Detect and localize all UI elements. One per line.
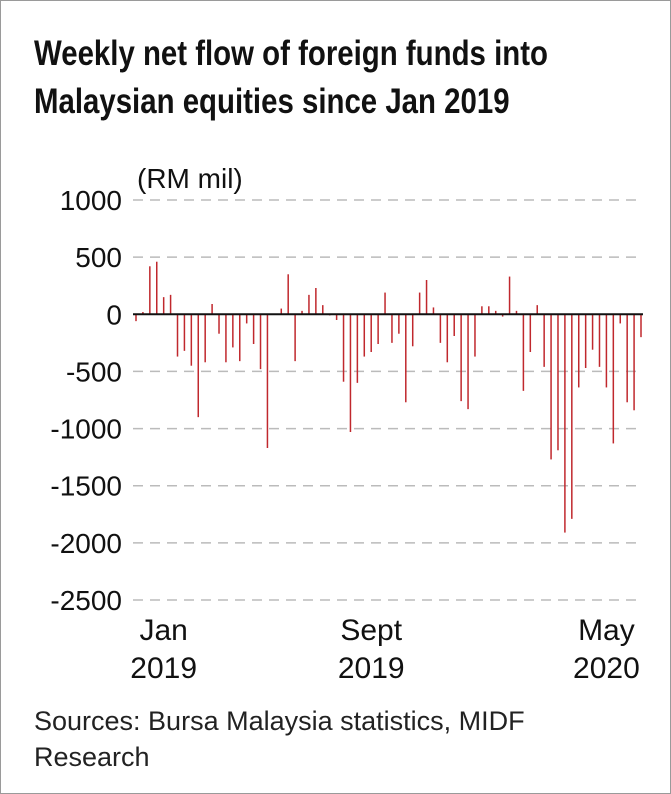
bar <box>294 314 296 362</box>
bar <box>488 306 490 315</box>
bar <box>287 274 289 315</box>
y-tick-label: -1000 <box>50 414 122 445</box>
bar <box>135 314 137 322</box>
bar <box>232 314 234 348</box>
bar <box>204 314 206 363</box>
bar <box>640 314 642 338</box>
x-tick-label: May 2020 <box>573 614 640 685</box>
bar <box>591 314 594 350</box>
bar <box>598 314 601 367</box>
x-tick-label: Jan 2019 <box>130 614 197 685</box>
chart-title: Weekly net flow of foreign funds into Ma… <box>34 34 548 121</box>
bar <box>453 314 455 336</box>
bar <box>391 314 393 343</box>
bar <box>156 261 158 315</box>
bar <box>584 314 587 368</box>
y-tick-label: -2500 <box>50 585 122 616</box>
y-tick-label: 0 <box>106 299 122 330</box>
bar <box>259 314 262 370</box>
bar <box>474 314 476 357</box>
bar <box>176 314 179 357</box>
bar <box>335 314 338 320</box>
bar <box>411 314 414 347</box>
bar <box>211 304 213 315</box>
bar <box>384 292 386 315</box>
bar <box>252 314 255 344</box>
bar <box>190 314 193 366</box>
bar <box>571 314 573 519</box>
bar <box>342 314 345 382</box>
bar <box>183 314 186 351</box>
bar <box>239 314 241 362</box>
bar <box>225 314 227 363</box>
bar <box>322 305 324 315</box>
bar <box>439 314 442 343</box>
bar <box>515 310 518 315</box>
bar <box>218 314 220 334</box>
bar <box>467 314 469 410</box>
bar <box>197 314 200 418</box>
bar <box>543 314 545 367</box>
y-tick-label: -1500 <box>50 471 122 502</box>
bar <box>522 314 525 391</box>
bar <box>501 314 504 317</box>
y-axis-label: (RM mil) <box>137 163 243 194</box>
bar <box>245 314 248 324</box>
bar <box>169 294 172 315</box>
bar <box>432 307 435 315</box>
y-tick-label: 1000 <box>60 185 122 216</box>
bar <box>605 314 608 388</box>
bar <box>280 308 283 315</box>
bar <box>377 314 379 344</box>
bar <box>356 314 359 383</box>
bar <box>363 314 366 357</box>
bar <box>550 314 552 460</box>
bar <box>612 314 615 444</box>
bar <box>619 314 621 324</box>
bar <box>315 288 317 315</box>
bar <box>633 314 635 411</box>
bar <box>308 294 310 315</box>
bar <box>494 310 497 315</box>
bar <box>536 305 538 315</box>
bar <box>418 292 421 315</box>
bar <box>398 314 400 334</box>
bar <box>149 266 151 315</box>
bar <box>508 276 511 315</box>
bar <box>349 314 352 432</box>
bar <box>425 280 428 315</box>
bar <box>529 314 532 352</box>
bar <box>162 297 165 315</box>
y-tick-label: -2000 <box>50 528 122 559</box>
bar <box>301 310 303 315</box>
bar <box>460 314 462 402</box>
bar <box>564 314 566 533</box>
source-note: Sources: Bursa Malaysia statistics, MIDF… <box>34 706 525 772</box>
bar <box>142 312 144 315</box>
bar <box>446 314 449 363</box>
y-tick-label: -500 <box>66 356 122 387</box>
bar <box>405 314 407 403</box>
x-tick-label: Sept 2019 <box>338 614 405 685</box>
bar <box>577 314 580 388</box>
bar <box>557 314 559 451</box>
bar <box>481 306 483 315</box>
bar <box>370 314 372 352</box>
y-tick-label: 500 <box>75 242 122 273</box>
bar <box>626 314 628 403</box>
bar <box>266 314 269 448</box>
